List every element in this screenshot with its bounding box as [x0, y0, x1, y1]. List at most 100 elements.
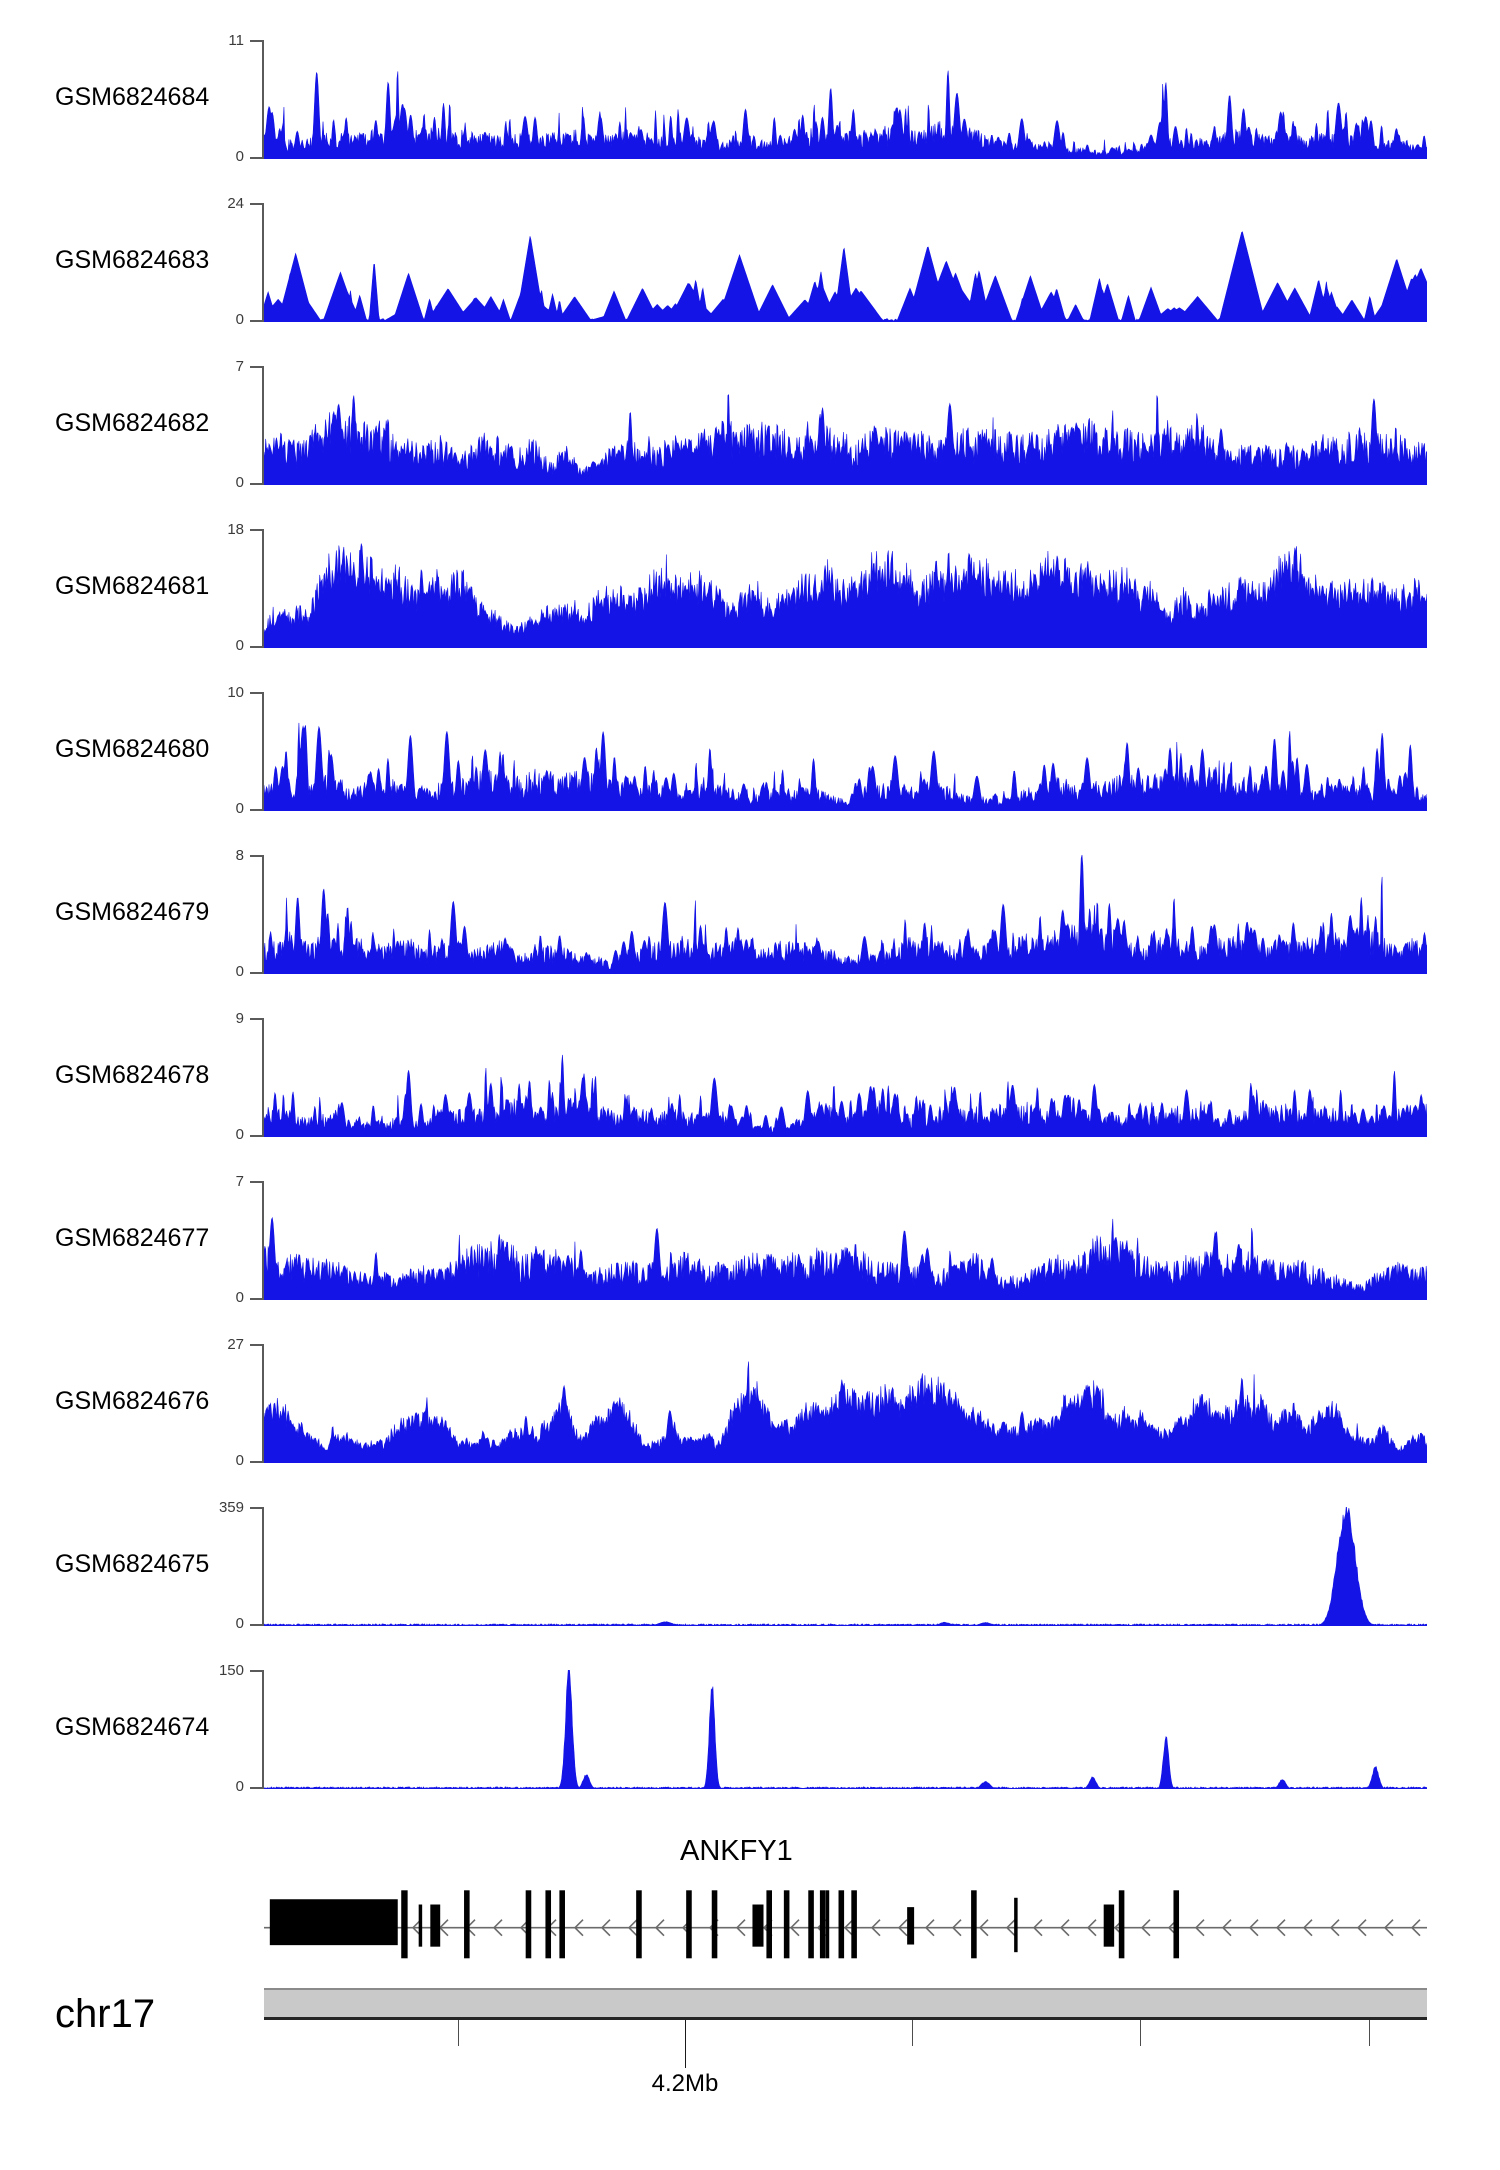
- track-ymin-label: 0: [235, 1126, 244, 1143]
- track-ymax-label: 7: [235, 1173, 244, 1190]
- coverage-track: GSM6824682 7 0: [0, 359, 1500, 490]
- y-axis-tick-min: [250, 1461, 264, 1463]
- track-label-GSM6824677: GSM6824677: [55, 1224, 210, 1252]
- track-ymin-label: 0: [235, 637, 244, 654]
- y-axis-tick-min: [250, 320, 264, 322]
- y-axis-tick-min: [250, 157, 264, 159]
- track-label-GSM6824678: GSM6824678: [55, 1061, 210, 1089]
- track-y-axis: [250, 366, 272, 485]
- track-ymin-label: 0: [235, 1778, 244, 1795]
- track-label-GSM6824680: GSM6824680: [55, 735, 210, 763]
- coverage-track: GSM6824680 10 0: [0, 685, 1500, 816]
- track-ymin-label: 0: [235, 148, 244, 165]
- coverage-plot-area[interactable]: [264, 203, 1427, 322]
- track-ymax-label: 8: [235, 847, 244, 864]
- track-ymax-label: 11: [228, 32, 244, 49]
- coverage-track: GSM6824674 150 0: [0, 1663, 1500, 1794]
- track-ymax-label: 9: [235, 1010, 244, 1027]
- track-ymax-label: 10: [227, 684, 244, 701]
- y-axis-tick-max: [250, 1018, 264, 1020]
- track-y-axis: [250, 1344, 272, 1463]
- track-ymin-label: 0: [235, 1289, 244, 1306]
- ruler-tick: [1139, 2020, 1141, 2046]
- track-y-axis: [250, 203, 272, 322]
- coverage-plot-area[interactable]: [264, 366, 1427, 485]
- track-ymin-label: 0: [235, 311, 244, 328]
- coverage-plot-area[interactable]: [264, 1344, 1427, 1463]
- gene-model-track: ANKFY1: [0, 1835, 1500, 1970]
- y-axis-tick-min: [250, 1787, 264, 1789]
- track-label-GSM6824682: GSM6824682: [55, 409, 210, 437]
- track-ymax-label: 24: [227, 195, 244, 212]
- track-y-axis: [250, 855, 272, 974]
- track-ymax-label: 18: [227, 521, 244, 538]
- coverage-plot-area[interactable]: [264, 529, 1427, 648]
- y-axis-tick-min: [250, 646, 264, 648]
- coverage-plot-area[interactable]: [264, 40, 1427, 159]
- coverage-plot-area[interactable]: [264, 855, 1427, 974]
- y-axis-tick-max: [250, 529, 264, 531]
- ruler-tick: [685, 2020, 686, 2068]
- track-y-axis: [250, 529, 272, 648]
- track-ymin-label: 0: [235, 963, 244, 980]
- track-y-axis: [250, 1018, 272, 1137]
- genomic-coordinate-ruler: 4.2Mb: [264, 2020, 1427, 2120]
- y-axis-tick-min: [250, 1135, 264, 1137]
- y-axis-tick-max: [250, 692, 264, 694]
- y-axis-tick-max: [250, 40, 264, 42]
- y-axis-tick-min: [250, 1298, 264, 1300]
- coverage-plot-area[interactable]: [264, 1670, 1427, 1789]
- track-ymax-label: 359: [218, 1499, 244, 1516]
- track-label-GSM6824679: GSM6824679: [55, 898, 210, 926]
- y-axis-tick-max: [250, 1344, 264, 1346]
- track-ymax-label: 150: [218, 1662, 244, 1679]
- track-y-axis: [250, 1507, 272, 1626]
- y-axis-tick-max: [250, 1507, 264, 1509]
- track-label-GSM6824676: GSM6824676: [55, 1387, 210, 1415]
- coverage-plot-area[interactable]: [264, 1507, 1427, 1626]
- chromosome-axis-row: chr17 4.2Mb: [0, 1978, 1500, 2138]
- track-ymax-label: 7: [235, 358, 244, 375]
- coverage-track: GSM6824684 11 0: [0, 33, 1500, 164]
- track-label-GSM6824681: GSM6824681: [55, 572, 210, 600]
- y-axis-tick-max: [250, 1181, 264, 1183]
- track-label-GSM6824675: GSM6824675: [55, 1550, 210, 1578]
- gene-model-diagram: [264, 1875, 1427, 1960]
- track-ymax-label: 27: [227, 1336, 244, 1353]
- ruler-tick: [1368, 2020, 1370, 2046]
- track-y-axis: [250, 692, 272, 811]
- track-ymin-label: 0: [235, 1452, 244, 1469]
- y-axis-tick-max: [250, 1670, 264, 1672]
- track-ymin-label: 0: [235, 474, 244, 491]
- gene-name-label: ANKFY1: [680, 1835, 793, 1867]
- y-axis-tick-max: [250, 366, 264, 368]
- track-y-axis: [250, 40, 272, 159]
- ruler-tick: [911, 2020, 913, 2046]
- coverage-track: GSM6824683 24 0: [0, 196, 1500, 327]
- track-label-GSM6824684: GSM6824684: [55, 83, 210, 111]
- chromosome-ideogram-bar[interactable]: [264, 1988, 1427, 2020]
- coverage-track: GSM6824681 18 0: [0, 522, 1500, 653]
- coverage-track: GSM6824675 359 0: [0, 1500, 1500, 1631]
- ruler-tick-label: 4.2Mb: [651, 2070, 719, 2097]
- y-axis-tick-min: [250, 483, 264, 485]
- coverage-track: GSM6824676 27 0: [0, 1337, 1500, 1468]
- chromosome-label: chr17: [55, 1992, 156, 2036]
- track-label-GSM6824683: GSM6824683: [55, 246, 210, 274]
- track-ymin-label: 0: [235, 1615, 244, 1632]
- coverage-track: GSM6824678 9 0: [0, 1011, 1500, 1142]
- coverage-plot-area[interactable]: [264, 1181, 1427, 1300]
- coverage-track: GSM6824677 7 0: [0, 1174, 1500, 1305]
- track-ymin-label: 0: [235, 800, 244, 817]
- y-axis-tick-max: [250, 203, 264, 205]
- y-axis-tick-min: [250, 809, 264, 811]
- y-axis-tick-min: [250, 972, 264, 974]
- coverage-track: GSM6824679 8 0: [0, 848, 1500, 979]
- track-y-axis: [250, 1181, 272, 1300]
- coverage-plot-area[interactable]: [264, 1018, 1427, 1137]
- coverage-plot-area[interactable]: [264, 692, 1427, 811]
- y-axis-tick-max: [250, 855, 264, 857]
- track-label-GSM6824674: GSM6824674: [55, 1713, 210, 1741]
- ruler-tick: [458, 2020, 460, 2046]
